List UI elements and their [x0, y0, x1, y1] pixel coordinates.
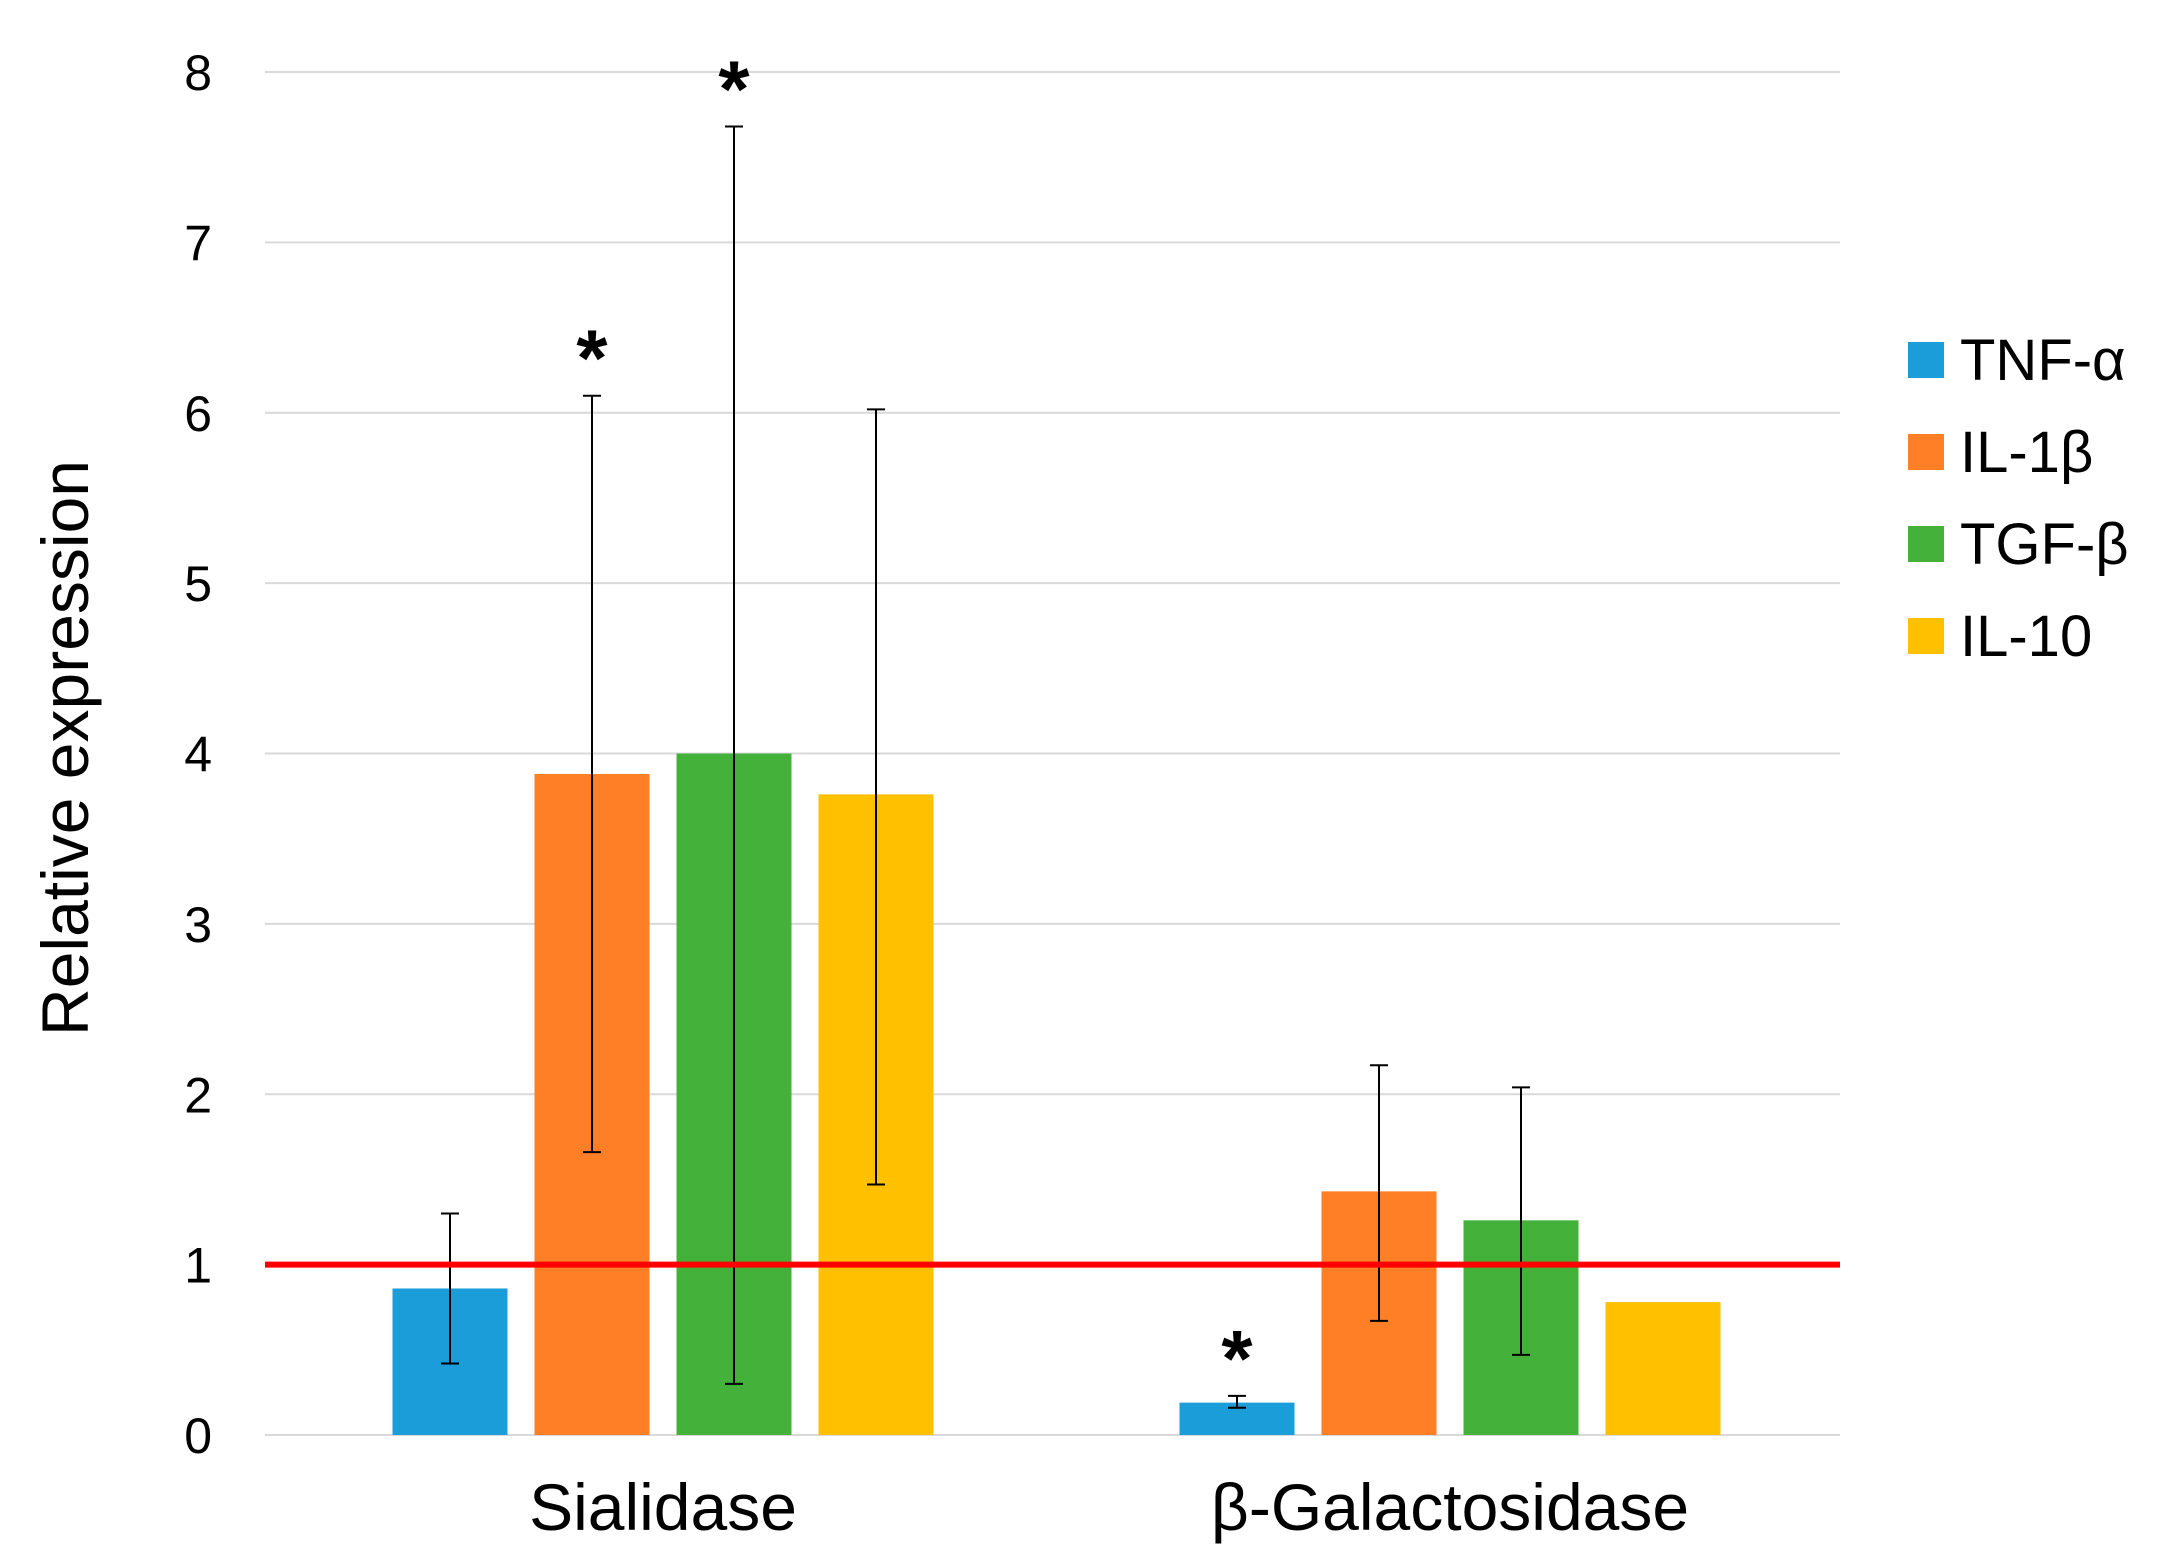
legend-label-2: TGF-β [1960, 512, 2129, 577]
y-tick-labels: 0 1 2 3 4 5 6 7 8 [184, 45, 212, 1464]
y-tick-label: 3 [184, 897, 212, 953]
legend: TNF-α IL-1β TGF-β IL-10 [1908, 328, 2129, 669]
y-tick-label: 1 [184, 1238, 212, 1294]
y-tick-label: 4 [184, 727, 212, 783]
y-tick-label: 5 [184, 556, 212, 612]
y-tick-label: 8 [184, 45, 212, 101]
significance-asterisk: * [576, 314, 608, 403]
legend-swatch-0 [1908, 342, 1944, 378]
y-tick-label: 6 [184, 386, 212, 442]
y-tick-label: 0 [184, 1408, 212, 1464]
y-tick-label: 2 [184, 1067, 212, 1123]
y-axis-title: Relative expression [28, 460, 102, 1036]
error-bars [441, 125, 1530, 1409]
category-label-1: β-Galactosidase [1211, 1470, 1689, 1544]
legend-label-1: IL-1β [1960, 420, 2093, 485]
legend-swatch-1 [1908, 434, 1944, 470]
category-label-0: Sialidase [529, 1470, 797, 1544]
legend-swatch-2 [1908, 526, 1944, 562]
legend-swatch-3 [1908, 618, 1944, 654]
legend-label-0: TNF-α [1960, 328, 2126, 393]
significance-markers: * * * [576, 45, 1253, 1403]
category-labels: Sialidase β-Galactosidase [529, 1470, 1689, 1544]
significance-asterisk: * [718, 45, 750, 134]
legend-label-3: IL-10 [1960, 604, 2092, 669]
bar-IL-10-β-Galactosidase [1605, 1302, 1721, 1435]
significance-asterisk: * [1221, 1314, 1253, 1403]
y-tick-label: 7 [184, 215, 212, 271]
gridlines [265, 71, 1840, 1436]
